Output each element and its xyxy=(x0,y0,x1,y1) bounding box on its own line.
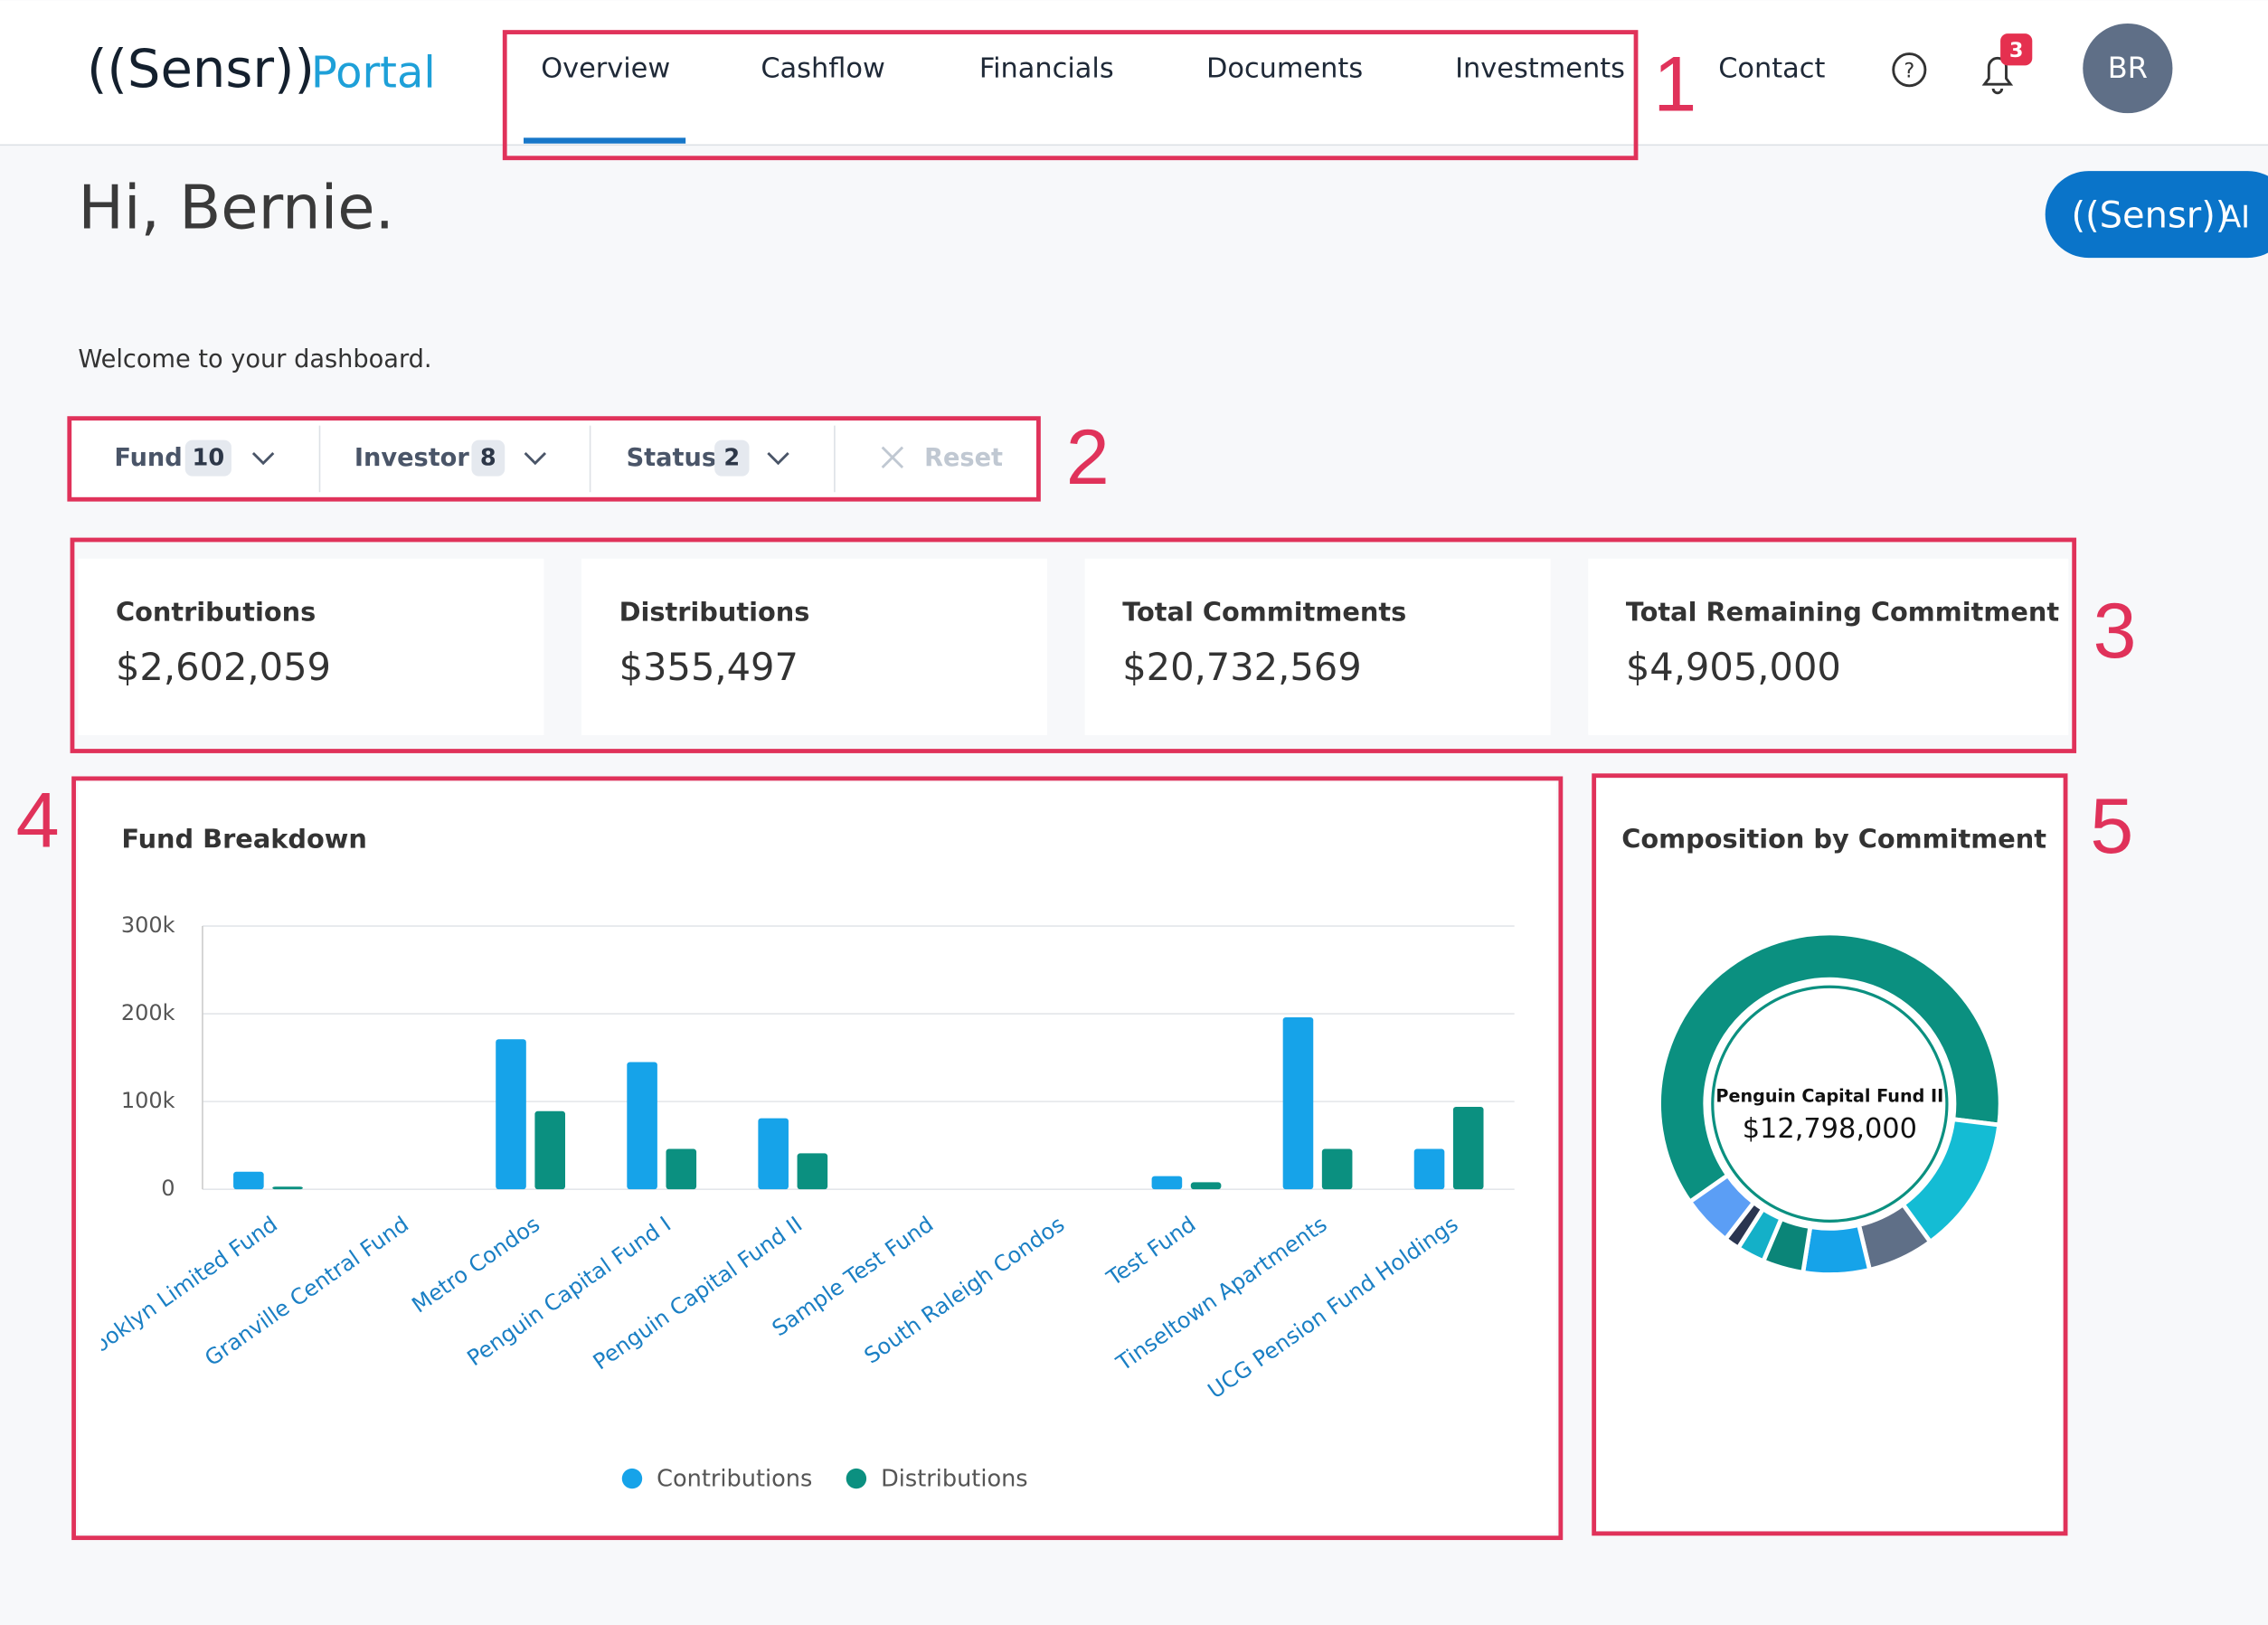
y-tick-label: 100k xyxy=(121,1088,175,1113)
nav-item[interactable]: Overview xyxy=(541,53,670,85)
notification-bell[interactable] xyxy=(1981,56,2014,95)
stat-value: $20,732,569 xyxy=(1122,645,1362,689)
legend-swatch xyxy=(621,1468,643,1489)
stat-card xyxy=(1588,558,2069,735)
bar xyxy=(1452,1106,1484,1190)
filter-count: 10 xyxy=(193,444,225,471)
annotation-box xyxy=(1592,773,2068,1536)
notification-count: 3 xyxy=(2009,39,2024,62)
filter-dropdown[interactable]: Status 2 xyxy=(627,439,789,477)
stat-card xyxy=(78,558,544,735)
filter-dropdown[interactable]: Investor 8 xyxy=(354,439,547,477)
reset-button[interactable]: Reset xyxy=(881,444,1003,472)
center-value: $12,798,000 xyxy=(1743,1113,1917,1145)
avatar[interactable] xyxy=(2083,23,2173,114)
bar xyxy=(1413,1148,1445,1190)
bar xyxy=(1282,1016,1314,1190)
annotation-number: 3 xyxy=(2093,588,2136,675)
ai-brand: ((Sensr)) xyxy=(2071,194,2229,236)
legend-label[interactable]: Contributions xyxy=(657,1466,812,1493)
ai-suffix: AI xyxy=(2220,199,2250,234)
annotation-number: 5 xyxy=(2090,783,2133,870)
chart-title: Fund Breakdown xyxy=(121,824,367,855)
logo[interactable]: ((Sensr)) xyxy=(87,39,315,99)
notification-badge xyxy=(2000,33,2033,66)
bar xyxy=(1321,1148,1353,1190)
y-tick-label: 300k xyxy=(121,912,175,938)
stat-card xyxy=(581,558,1048,735)
nav-item[interactable]: Cashflow xyxy=(761,53,884,85)
filter-count-badge xyxy=(184,439,232,477)
annotation-number: 2 xyxy=(1066,414,1110,501)
welcome: Welcome to your dashboard. xyxy=(78,345,431,373)
help-icon[interactable]: ? xyxy=(1892,52,1927,88)
annotation-box xyxy=(70,537,2077,753)
ai-button[interactable] xyxy=(2045,171,2268,259)
annotation-number: 1 xyxy=(1653,41,1696,128)
stat-value: $4,905,000 xyxy=(1626,645,1841,689)
contact-link[interactable]: Contact xyxy=(1718,53,1825,85)
legend-swatch xyxy=(846,1468,867,1489)
center-label: Penguin Capital Fund II xyxy=(1715,1085,1943,1106)
chevron xyxy=(767,452,789,466)
filter-label: Status xyxy=(627,444,716,472)
reset-label: Reset xyxy=(924,444,1003,472)
chevron xyxy=(524,452,547,466)
annotation-box xyxy=(502,30,1639,161)
legend-label[interactable]: Distributions xyxy=(881,1466,1028,1493)
annotation-number: 4 xyxy=(16,778,60,864)
avatar-initials: BR xyxy=(2108,51,2148,85)
bar xyxy=(666,1148,697,1190)
stat-label: Total Commitments xyxy=(1122,597,1406,628)
bar xyxy=(797,1153,828,1190)
nav-item[interactable]: Investments xyxy=(1455,53,1625,85)
stat-label: Total Remaining Commitment xyxy=(1626,597,2060,628)
stat-value: $355,497 xyxy=(619,645,799,689)
donut-segment[interactable] xyxy=(1687,1172,1757,1242)
bar xyxy=(272,1186,303,1190)
greeting: Hi, Bernie. xyxy=(78,172,394,242)
filter-label: Investor xyxy=(354,444,469,472)
annotation-box xyxy=(71,776,1564,1541)
donut-segment[interactable] xyxy=(1657,931,2003,1205)
stat-card xyxy=(1084,558,1551,735)
bar xyxy=(1151,1176,1183,1190)
logo-suffix[interactable]: Portal xyxy=(311,48,436,99)
filter-count: 2 xyxy=(723,444,740,471)
annotation-box xyxy=(67,416,1041,502)
y-tick-label: 200k xyxy=(121,1000,175,1025)
filter-label: Fund xyxy=(114,444,182,472)
stat-label: Contributions xyxy=(116,597,316,628)
nav-item[interactable]: Documents xyxy=(1206,53,1363,85)
chart-title: Composition by Commitment xyxy=(1621,824,2046,855)
bar xyxy=(627,1062,657,1190)
y-tick-label: 0 xyxy=(161,1176,175,1201)
nav-active-indicator xyxy=(524,137,686,144)
stat-value: $2,602,059 xyxy=(116,645,331,689)
bar xyxy=(758,1118,789,1190)
donut-segment[interactable] xyxy=(1800,1222,1873,1277)
bar xyxy=(496,1039,526,1190)
donut-inner-ring xyxy=(1711,985,1949,1223)
filter-count: 8 xyxy=(480,444,496,471)
bar xyxy=(233,1171,264,1190)
header xyxy=(0,0,2268,146)
stat-label: Distributions xyxy=(619,597,810,628)
bar xyxy=(1190,1182,1222,1190)
svg-text:?: ? xyxy=(1904,59,1914,82)
chevron xyxy=(251,452,275,466)
bar xyxy=(534,1110,566,1190)
filter-dropdown[interactable]: Fund 10 xyxy=(114,439,275,477)
nav-item[interactable]: Financials xyxy=(979,53,1114,85)
filter-count-badge xyxy=(471,439,506,477)
filter-count-badge xyxy=(714,439,750,477)
